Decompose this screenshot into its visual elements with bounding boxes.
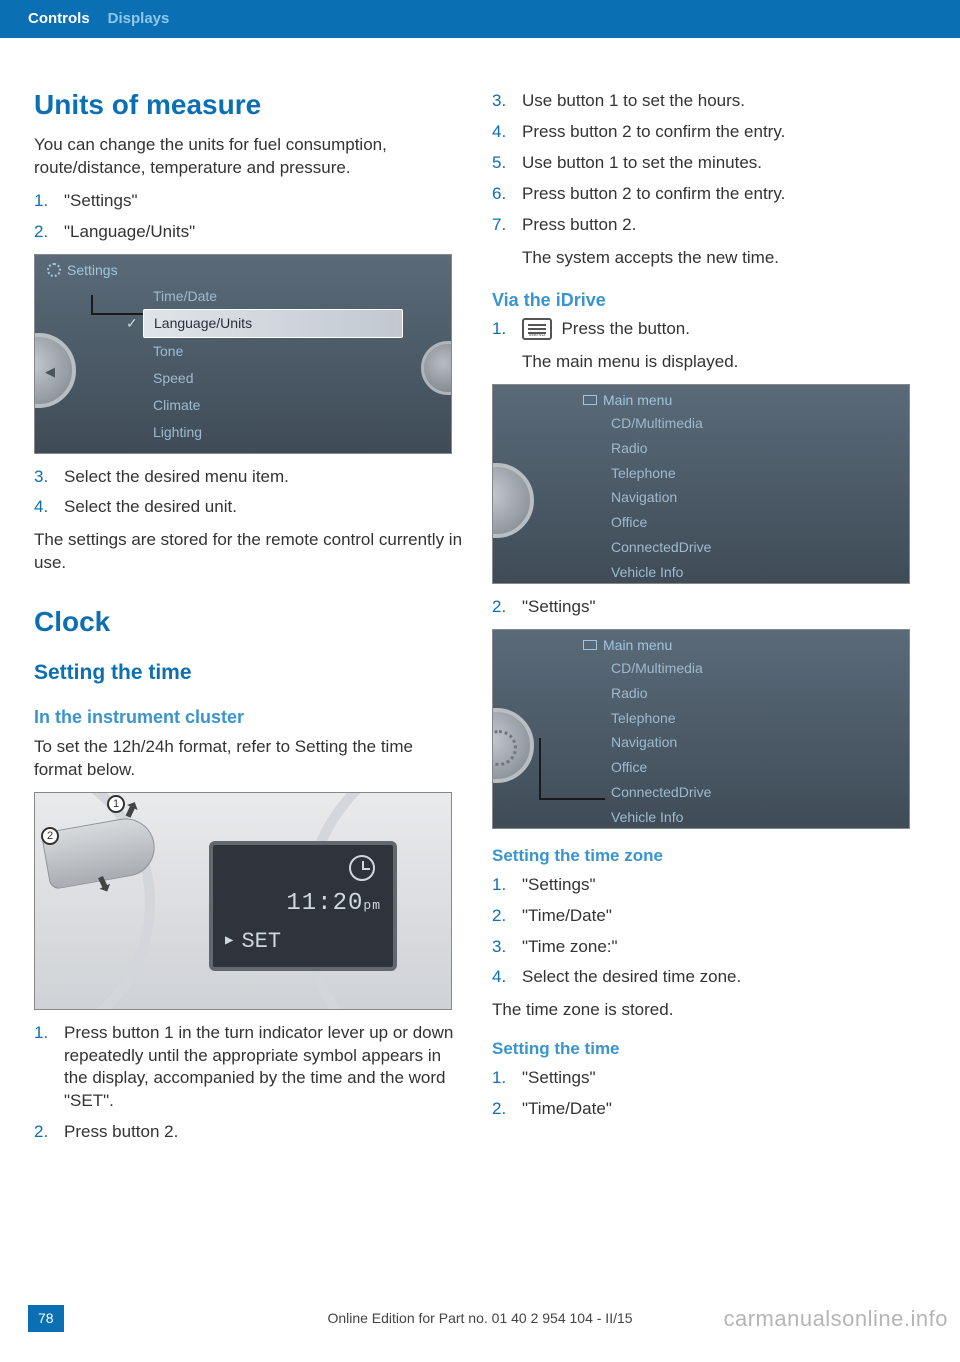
- setting-time-title-2: Setting the time: [492, 1038, 922, 1061]
- clock-sub-instrument-cluster: In the instrument cluster: [34, 705, 464, 729]
- menu-item: Vehicle Info: [601, 560, 861, 584]
- mainmenu-list: CD/Multimedia Radio Telephone Navigation…: [601, 411, 861, 584]
- menu-item-selected: Language/Units: [143, 309, 403, 338]
- timezone-outro: The time zone is stored.: [492, 999, 922, 1022]
- header-tab-inactive: Displays: [108, 9, 170, 29]
- menu-item: Navigation: [601, 730, 861, 755]
- page-body: Units of measure You can change the unit…: [0, 38, 960, 1154]
- menu-item: Door locks: [143, 446, 403, 454]
- callout-line: [93, 313, 147, 315]
- figure-mainmenu2-title: Main menu: [583, 636, 672, 655]
- menu-item: Radio: [601, 681, 861, 706]
- section-units-intro: You can change the units for fuel consum…: [34, 134, 464, 180]
- header-tab-active: Controls: [28, 9, 90, 29]
- left-column: Units of measure You can change the unit…: [34, 84, 464, 1154]
- controller-knob-right: [421, 341, 452, 395]
- menu-item: Climate: [143, 392, 403, 419]
- footer-watermark: carmanualsonline.info: [723, 1304, 948, 1334]
- list-item: 2."Settings": [492, 596, 922, 619]
- idrive-step-2: 2."Settings": [492, 596, 922, 619]
- screen-icon: [583, 640, 597, 650]
- list-item: 1. Press the button.: [492, 318, 922, 341]
- menu-item: Telephone: [601, 461, 861, 486]
- setting-time-steps: 1."Settings" 2."Time/Date": [492, 1067, 922, 1121]
- via-idrive-title: Via the iDrive: [492, 288, 922, 312]
- menu-item: CD/Multimedia: [601, 411, 861, 436]
- section-units-title: Units of measure: [34, 86, 464, 124]
- timezone-steps: 1."Settings" 2."Time/Date" 3."Time zone:…: [492, 874, 922, 990]
- menu-item: Office: [601, 510, 861, 535]
- idrive-step1-sub: The main menu is displayed.: [522, 351, 922, 374]
- list-item: 1.Press button 1 in the turn indicator l…: [34, 1022, 464, 1114]
- list-item: 6.Press button 2 to confirm the entry.: [492, 183, 922, 206]
- controller-knob: [492, 708, 534, 783]
- list-item: 3.Select the desired menu item.: [34, 466, 464, 489]
- cluster-outro: The system accepts the new time.: [522, 247, 922, 270]
- callout-badge-2: 2: [41, 827, 59, 845]
- units-steps-a: 1."Settings" 2."Language/Units": [34, 190, 464, 244]
- figure-main-menu-2: Main menu CD/Multimedia Radio Telephone …: [492, 629, 910, 829]
- list-item: 4.Select the desired unit.: [34, 496, 464, 519]
- list-item: 4.Select the desired time zone.: [492, 966, 922, 989]
- list-item: 7.Press button 2.: [492, 214, 922, 237]
- list-item: 2."Time/Date": [492, 905, 922, 928]
- menu-item: ConnectedDrive: [601, 535, 861, 560]
- list-item: 3."Time zone:": [492, 936, 922, 959]
- units-steps-b: 3.Select the desired menu item. 4.Select…: [34, 466, 464, 520]
- units-outro: The settings are stored for the remote c…: [34, 529, 464, 575]
- callout-badge-1: 1: [107, 795, 125, 813]
- menu-item: Telephone: [601, 706, 861, 731]
- figure-mainmenu-title: Main menu: [583, 391, 672, 410]
- right-column: 3.Use button 1 to set the hours. 4.Press…: [492, 84, 922, 1154]
- menu-item: CD/Multimedia: [601, 656, 861, 681]
- menu-button-icon: [522, 318, 552, 340]
- controller-knob-left: [34, 333, 76, 408]
- clock-sub-setting-time: Setting the time: [34, 659, 464, 687]
- mainmenu2-list: CD/Multimedia Radio Telephone Navigation…: [601, 656, 861, 829]
- section-clock-title: Clock: [34, 603, 464, 641]
- controller-knob: [492, 463, 534, 538]
- list-item: 2."Time/Date": [492, 1098, 922, 1121]
- settings-menu-list: Time/Date Language/Units Tone Speed Clim…: [143, 283, 403, 454]
- display-time: 11:20pm: [225, 888, 381, 920]
- cluster-steps-cont: 3.Use button 1 to set the hours. 4.Press…: [492, 90, 922, 237]
- figure-settings-title: Settings: [47, 261, 118, 280]
- menu-item: Radio: [601, 436, 861, 461]
- list-item: 1."Settings": [492, 1067, 922, 1090]
- list-item: 2.Press button 2.: [34, 1121, 464, 1144]
- menu-item: Office: [601, 755, 861, 780]
- menu-item: Speed: [143, 365, 403, 392]
- menu-item: Tone: [143, 338, 403, 365]
- list-item: 5.Use button 1 to set the minutes.: [492, 152, 922, 175]
- idrive-steps: 1. Press the button.: [492, 318, 922, 341]
- callout-line: [541, 798, 605, 800]
- clock-icon: [349, 855, 375, 881]
- list-item: 4.Press button 2 to confirm the entry.: [492, 121, 922, 144]
- menu-item: Lighting: [143, 419, 403, 446]
- menu-item: ConnectedDrive: [601, 780, 861, 805]
- cluster-display: 11:20pm ▶ SET: [209, 841, 397, 971]
- figure-main-menu-1: Main menu CD/Multimedia Radio Telephone …: [492, 384, 910, 584]
- list-item: 3.Use button 1 to set the hours.: [492, 90, 922, 113]
- menu-item: Time/Date: [143, 283, 403, 310]
- screen-icon: [583, 395, 597, 405]
- figure-instrument-cluster: ⬈ ⬊ 1 2 11:20pm ▶ SET MV1060CMA: [34, 792, 452, 1010]
- list-item: 1."Settings": [34, 190, 464, 213]
- setting-time-zone-title: Setting the time zone: [492, 845, 922, 868]
- list-item: 2."Language/Units": [34, 221, 464, 244]
- menu-item: Navigation: [601, 485, 861, 510]
- figure-settings-menu: Settings Time/Date Language/Units Tone S…: [34, 254, 452, 454]
- menu-item: Vehicle Info: [601, 805, 861, 829]
- triangle-icon: ▶: [225, 932, 233, 951]
- display-set-row: ▶ SET: [225, 927, 381, 957]
- gear-icon: [47, 263, 61, 277]
- list-item: 1."Settings": [492, 874, 922, 897]
- clock-intro: To set the 12h/24h format, refer to Sett…: [34, 736, 464, 782]
- cluster-steps: 1.Press button 1 in the turn indicator l…: [34, 1022, 464, 1145]
- header-bar: Controls Displays: [0, 0, 960, 38]
